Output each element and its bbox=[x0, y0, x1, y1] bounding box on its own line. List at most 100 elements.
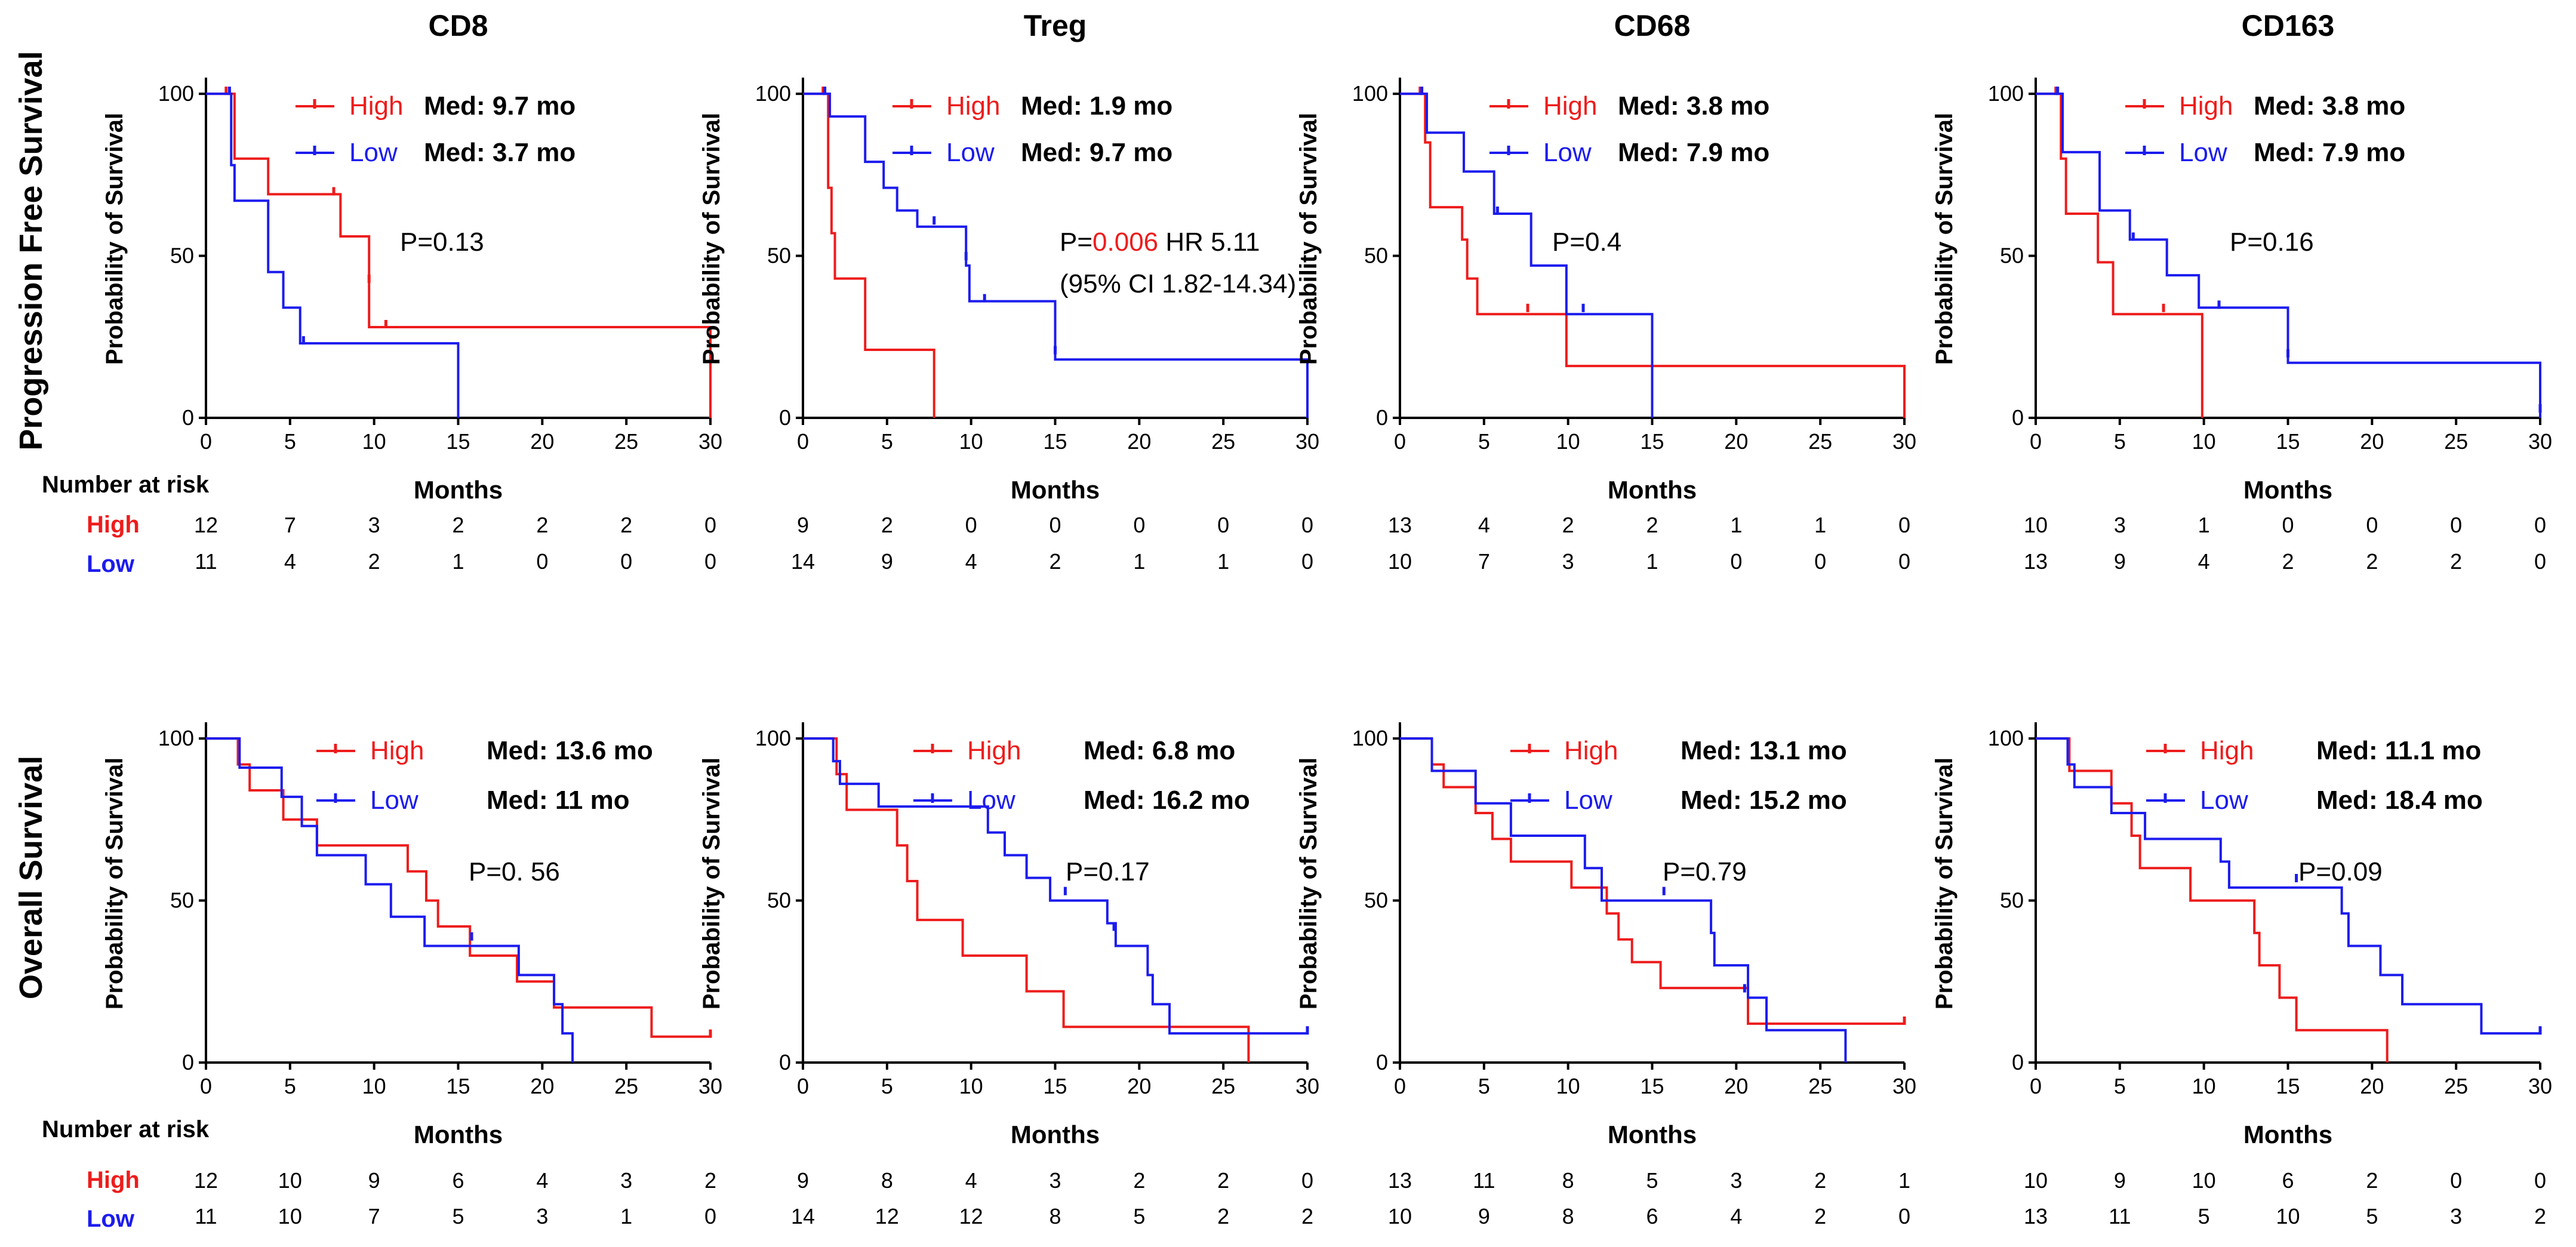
median-high: Med: 9.7 mo bbox=[424, 91, 575, 121]
legend-label-high: High bbox=[1543, 91, 1598, 121]
p-value: P=0.13 bbox=[400, 227, 484, 257]
risk-count-high: 0 bbox=[1898, 513, 1910, 537]
x-tick-label: 30 bbox=[2528, 429, 2552, 454]
risk-count-low: 0 bbox=[1814, 549, 1826, 574]
curve-high bbox=[206, 93, 712, 418]
legend-label-high: High bbox=[946, 91, 1001, 121]
median-low: Med: 7.9 mo bbox=[1618, 138, 1769, 167]
x-tick-label: 20 bbox=[1127, 1074, 1151, 1098]
risk-count-low: 14 bbox=[791, 1204, 815, 1228]
risk-count-low: 0 bbox=[1730, 549, 1742, 574]
x-tick-label: 0 bbox=[2030, 1074, 2042, 1098]
x-tick-label: 30 bbox=[1892, 429, 1916, 454]
risk-count-low: 0 bbox=[704, 549, 716, 574]
x-axis-label: Months bbox=[1608, 1120, 1697, 1149]
risk-count-low: 10 bbox=[1388, 549, 1412, 574]
risk-count-high: 11 bbox=[1473, 1168, 1495, 1193]
risk-count-low: 2 bbox=[1301, 1204, 1313, 1228]
risk-count-high: 2 bbox=[536, 513, 548, 537]
y-tick-label: 100 bbox=[755, 81, 791, 106]
panel-title: CD8 bbox=[428, 9, 488, 42]
x-tick-label: 10 bbox=[959, 429, 983, 454]
risk-count-low: 2 bbox=[1814, 1204, 1826, 1228]
risk-count-high: 0 bbox=[1049, 513, 1061, 537]
risk-count-high: 2 bbox=[1562, 513, 1574, 537]
x-tick-label: 30 bbox=[698, 1074, 722, 1098]
x-tick-label: 5 bbox=[881, 1074, 893, 1098]
x-axis-label: Months bbox=[2243, 476, 2332, 504]
p-value: P=0.09 bbox=[2298, 857, 2383, 886]
median-low: Med: 9.7 mo bbox=[1021, 138, 1172, 167]
y-tick-label: 50 bbox=[1364, 888, 1388, 913]
y-tick-label: 0 bbox=[182, 405, 194, 430]
risk-count-high: 10 bbox=[2024, 513, 2048, 537]
risk-count-high: 4 bbox=[536, 1168, 548, 1193]
x-axis-label: Months bbox=[1011, 1120, 1100, 1149]
legend-label-low: Low bbox=[370, 786, 418, 815]
hazard-ratio-ci: (95% CI 1.82-14.34) bbox=[1060, 269, 1296, 298]
risk-count-high: 1 bbox=[1730, 513, 1742, 537]
risk-count-high: 0 bbox=[2282, 513, 2294, 537]
y-tick-label: 50 bbox=[2000, 888, 2024, 913]
y-tick-label: 50 bbox=[1364, 244, 1388, 268]
median-high: Med: 1.9 mo bbox=[1021, 91, 1172, 121]
y-tick-label: 100 bbox=[1988, 726, 2024, 750]
x-tick-label: 25 bbox=[614, 429, 638, 454]
panel-title: Treg bbox=[1024, 9, 1087, 42]
risk-count-low: 12 bbox=[875, 1204, 899, 1228]
risk-count-high: 10 bbox=[278, 1168, 302, 1193]
risk-count-high: 0 bbox=[2534, 513, 2546, 537]
risk-count-low: 11 bbox=[195, 549, 217, 574]
legend-label-high: High bbox=[2200, 736, 2254, 765]
curve-high bbox=[2036, 737, 2389, 1063]
panel-title: CD68 bbox=[1614, 9, 1691, 42]
risk-count-low: 4 bbox=[284, 549, 296, 574]
x-tick-label: 20 bbox=[1724, 1074, 1748, 1098]
risk-count-high: 3 bbox=[620, 1168, 632, 1193]
median-high: Med: 6.8 mo bbox=[1084, 736, 1235, 765]
x-tick-label: 5 bbox=[1478, 429, 1490, 454]
x-axis-label: Months bbox=[1608, 476, 1697, 504]
risk-count-high: 0 bbox=[704, 513, 716, 537]
y-tick-label: 50 bbox=[767, 244, 791, 268]
legend-label-low: Low bbox=[1543, 138, 1592, 167]
x-tick-label: 10 bbox=[2192, 429, 2216, 454]
legend-label-low: Low bbox=[2200, 786, 2248, 815]
y-tick-label: 100 bbox=[1352, 81, 1388, 106]
median-high: Med: 11.1 mo bbox=[2316, 736, 2481, 765]
risk-count-low: 11 bbox=[2109, 1204, 2131, 1228]
risk-count-low: 2 bbox=[1049, 549, 1061, 574]
risk-count-high: 0 bbox=[1133, 513, 1145, 537]
risk-count-low: 0 bbox=[1301, 549, 1313, 574]
y-tick-label: 50 bbox=[170, 888, 194, 913]
risk-count-low: 1 bbox=[1646, 549, 1658, 574]
risk-group-low: Low bbox=[87, 1206, 135, 1232]
x-tick-label: 0 bbox=[1394, 429, 1406, 454]
risk-count-low: 1 bbox=[452, 549, 464, 574]
legend-label-high: High bbox=[967, 736, 1021, 765]
risk-count-high: 10 bbox=[2192, 1168, 2216, 1193]
x-tick-label: 25 bbox=[1808, 1074, 1832, 1098]
y-tick-label: 0 bbox=[779, 405, 791, 430]
risk-count-high: 5 bbox=[1646, 1168, 1658, 1193]
risk-count-high: 2 bbox=[1646, 513, 1658, 537]
risk-count-high: 12 bbox=[194, 513, 218, 537]
curve-high bbox=[803, 737, 1250, 1063]
curve-high bbox=[803, 93, 935, 418]
risk-count-high: 2 bbox=[1217, 1168, 1229, 1193]
y-tick-label: 0 bbox=[2012, 1050, 2024, 1074]
x-tick-label: 0 bbox=[200, 429, 212, 454]
x-tick-label: 15 bbox=[2276, 429, 2300, 454]
x-tick-label: 25 bbox=[1808, 429, 1832, 454]
risk-count-low: 6 bbox=[1646, 1204, 1658, 1228]
number-at-risk-label: Number at risk bbox=[42, 1116, 210, 1143]
legend-label-high: High bbox=[370, 736, 424, 765]
x-tick-label: 5 bbox=[284, 429, 296, 454]
risk-count-high: 9 bbox=[2114, 1168, 2126, 1193]
median-high: Med: 3.8 mo bbox=[1618, 91, 1769, 121]
x-tick-label: 5 bbox=[2114, 1074, 2126, 1098]
risk-count-low: 13 bbox=[2024, 1204, 2048, 1228]
